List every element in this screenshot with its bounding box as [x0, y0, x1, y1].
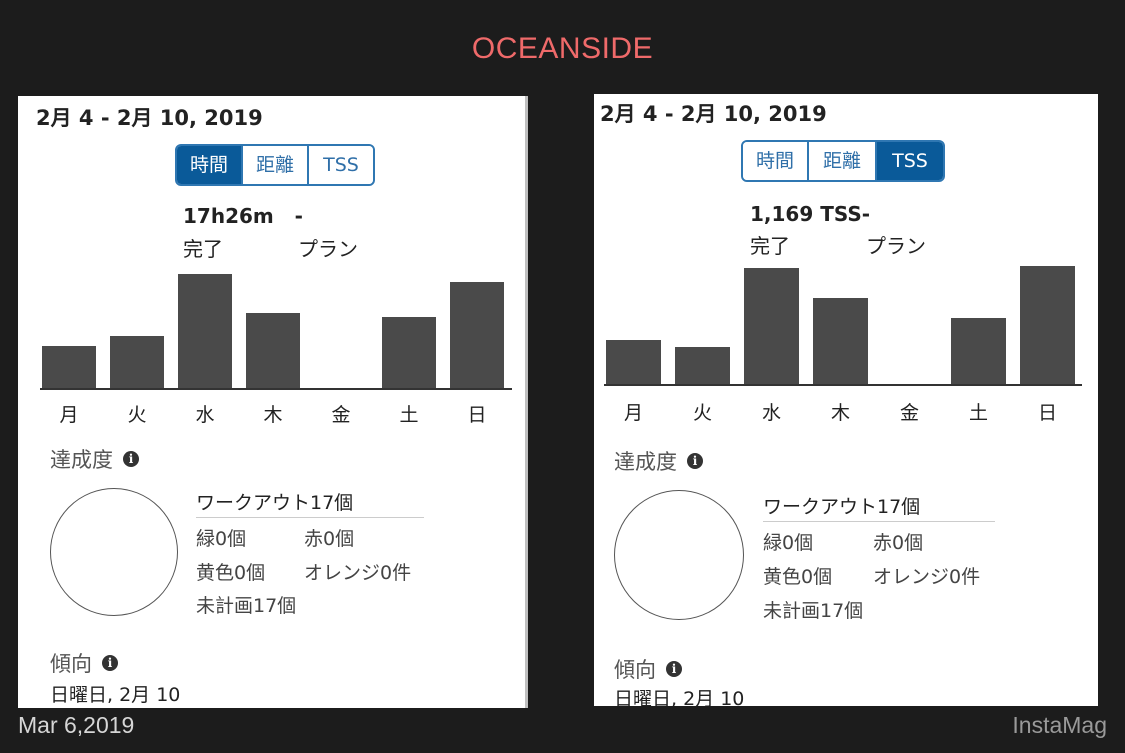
workouts-count: ワークアウト17個 — [196, 492, 354, 514]
bar-6[interactable] — [382, 317, 436, 388]
metric-segmented-control: 時間 距離 TSS — [175, 144, 375, 186]
unplanned-count: 未計画17個 — [196, 595, 297, 617]
info-icon[interactable]: i — [102, 655, 118, 671]
orange-count: オレンジ0件 — [304, 562, 412, 584]
bar-6[interactable] — [951, 318, 1006, 384]
bar-1[interactable] — [606, 340, 661, 384]
trend-title: 傾向 i — [614, 654, 682, 684]
trend-label: 傾向 — [614, 658, 656, 682]
weekly-bar-chart: 月火水木金土日 — [18, 266, 525, 426]
day-label: 水 — [761, 402, 781, 424]
day-label: 月 — [623, 402, 643, 424]
day-label: 水 — [195, 404, 215, 426]
completed-value: 1,169 TSS- — [750, 202, 871, 226]
info-icon[interactable]: i — [687, 453, 703, 469]
day-label: 火 — [692, 402, 712, 424]
tab-time[interactable]: 時間 — [743, 142, 809, 180]
tab-tss[interactable]: TSS — [877, 142, 943, 180]
bar-3[interactable] — [744, 268, 799, 384]
footer-brand: InstaMag — [1012, 712, 1107, 738]
info-icon[interactable]: i — [123, 451, 139, 467]
day-label: 土 — [399, 404, 419, 426]
day-label: 金 — [899, 402, 919, 424]
day-label: 日 — [467, 404, 487, 426]
bar-7[interactable] — [1020, 266, 1075, 384]
bar-7[interactable] — [450, 282, 504, 388]
red-count: 赤0個 — [304, 528, 355, 550]
left-panel: 2月 4 - 2月 10, 2019 時間 距離 TSS 17h26m - 完了… — [18, 96, 528, 708]
tab-tss[interactable]: TSS — [309, 146, 373, 184]
bar-2[interactable] — [675, 347, 730, 384]
trend-label: 傾向 — [50, 652, 92, 676]
footer-date: Mar 6,2019 — [18, 712, 135, 738]
x-axis-line — [40, 388, 512, 390]
day-label: 木 — [263, 404, 283, 426]
day-label: 土 — [968, 402, 988, 424]
day-label: 金 — [331, 404, 351, 426]
trend-title: 傾向 i — [50, 648, 118, 678]
tab-distance[interactable]: 距離 — [243, 146, 309, 184]
day-label: 月 — [59, 404, 79, 426]
day-label: 火 — [127, 404, 147, 426]
collage-title: OCEANSIDE — [471, 32, 654, 65]
achievement-ring — [614, 490, 744, 620]
green-count: 緑0個 — [196, 528, 247, 550]
bar-3[interactable] — [178, 274, 232, 388]
bar-4[interactable] — [246, 313, 300, 388]
weekly-bar-chart: 月火水木金土日 — [594, 266, 1098, 428]
completed-value: 17h26m - — [183, 204, 303, 228]
date-range: 2月 4 - 2月 10, 2019 — [36, 106, 263, 130]
divider — [196, 517, 424, 518]
green-count: 緑0個 — [763, 532, 814, 554]
tab-distance[interactable]: 距離 — [809, 142, 877, 180]
trend-value: 日曜日, 2月 10 — [50, 684, 181, 706]
info-icon[interactable]: i — [666, 661, 682, 677]
unplanned-count: 未計画17個 — [763, 600, 864, 622]
plan-label: プラン — [298, 237, 358, 261]
bar-4[interactable] — [813, 298, 868, 384]
achievement-label: 達成度 — [50, 448, 113, 472]
divider — [763, 521, 995, 522]
achievement-label: 達成度 — [614, 450, 677, 474]
right-panel: 2月 4 - 2月 10, 2019 時間 距離 TSS 1,169 TSS- … — [594, 94, 1098, 706]
achievement-ring — [50, 488, 178, 616]
red-count: 赤0個 — [873, 532, 924, 554]
plan-label: プラン — [866, 234, 926, 258]
day-label: 日 — [1037, 402, 1057, 424]
yellow-count: 黄色0個 — [196, 562, 266, 584]
workouts-count: ワークアウト17個 — [763, 496, 921, 518]
x-axis-line — [604, 384, 1082, 386]
trend-value: 日曜日, 2月 10 — [614, 688, 745, 706]
tab-time[interactable]: 時間 — [177, 146, 243, 184]
achievement-title: 達成度 i — [50, 444, 139, 474]
completed-label: 完了 — [183, 237, 223, 261]
metric-segmented-control: 時間 距離 TSS — [741, 140, 945, 182]
day-label: 木 — [830, 402, 850, 424]
orange-count: オレンジ0件 — [873, 566, 981, 588]
bar-1[interactable] — [42, 346, 96, 388]
yellow-count: 黄色0個 — [763, 566, 833, 588]
bar-2[interactable] — [110, 336, 164, 388]
date-range: 2月 4 - 2月 10, 2019 — [600, 102, 827, 126]
achievement-title: 達成度 i — [614, 446, 703, 476]
completed-label: 完了 — [750, 234, 790, 258]
